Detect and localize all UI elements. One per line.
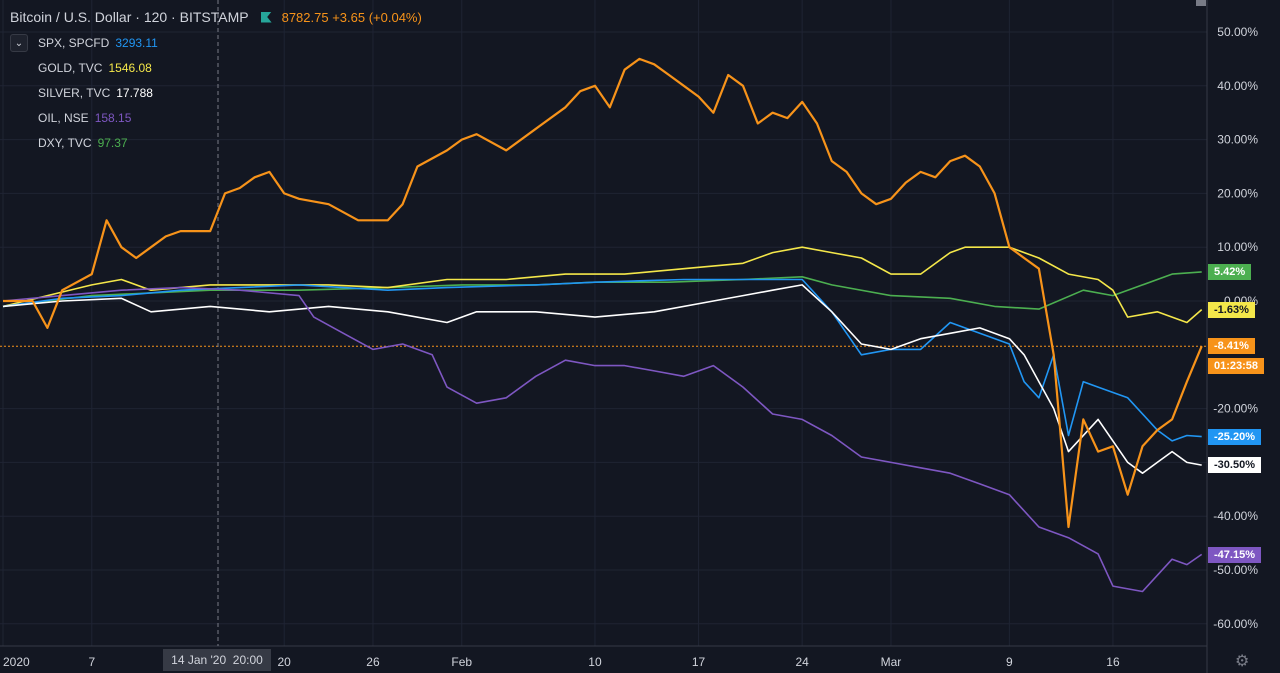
main-symbol-row[interactable]: Bitcoin / U.S. Dollar · 120 · BITSTAMP 8… [10,9,422,25]
legend-row[interactable]: SILVER, TVC 17.788 [38,86,153,100]
y-tick-label: 20.00% [1217,186,1258,200]
x-tick-label: 16 [1106,655,1120,669]
legend-row[interactable]: OIL, NSE 158.15 [38,111,131,125]
legend-value: 1546.08 [108,61,152,75]
price-badge: -1.63% [1208,301,1255,318]
x-tick-labels: 2020 7 20 26 Feb 10 17 24 Mar 9 16 [3,655,1120,669]
series-line-gold-tvc [2,246,1203,324]
legend-row[interactable]: SPX, SPCFD 3293.11 [38,36,158,50]
legend-value: 158.15 [94,111,132,125]
legend-symbol: GOLD, TVC [38,61,103,75]
flag-icon[interactable] [260,11,272,23]
y-tick-label: 50.00% [1217,25,1258,39]
crosshair-time-label-bg [163,649,271,671]
chart-series [2,57,1203,593]
crosshair-time-label: 14 Jan '20 20:00 [171,653,263,667]
x-tick-label: Feb [451,655,472,669]
collapse-legend-button[interactable]: ⌄ [10,34,28,52]
y-tick-label: -40.00% [1213,509,1258,523]
legend-value: 97.37 [97,136,128,150]
legend-row[interactable]: DXY, TVC 97.37 [38,136,128,150]
x-tick-label: 9 [1006,655,1013,669]
y-tick-label: 30.00% [1217,133,1258,147]
x-tick-label: 7 [88,655,95,669]
price-badge: -30.50% [1208,457,1261,474]
series-line-oil-nse [2,286,1203,593]
x-tick-label: 2020 [3,655,30,669]
price-badge: -47.15% [1208,546,1261,563]
x-tick-label: 17 [692,655,706,669]
main-symbol-title: Bitcoin / U.S. Dollar · 120 · BITSTAMP [10,9,249,25]
legend-symbol: DXY, TVC [38,136,92,150]
scale-mode-icon[interactable] [1196,0,1206,6]
chevron-down-icon: ⌄ [14,37,24,49]
price-badge: 01:23:58 [1208,358,1265,375]
series-line-bitcoin-u-s-dollar [3,57,1203,529]
y-tick-label: -20.00% [1213,402,1258,416]
x-tick-label: Mar [881,655,902,669]
x-tick-label: 26 [366,655,380,669]
legend-value: 3293.11 [115,36,158,50]
y-tick-label: -50.00% [1213,563,1258,577]
gear-icon[interactable]: ⚙ [1235,653,1250,670]
y-tick-label: 40.00% [1217,79,1258,93]
legend-value: 17.788 [116,86,153,100]
x-tick-label: 10 [588,655,602,669]
y-tick-label: -60.00% [1213,617,1258,631]
x-tick-label: 20 [278,655,292,669]
series-line-silver-tvc [2,284,1202,475]
series-line-spx-spcfd [2,278,1202,442]
legend-symbol: OIL, NSE [38,111,89,125]
price-badge: -25.20% [1208,428,1261,445]
y-tick-label: 10.00% [1217,240,1258,254]
chart-grid [0,0,1207,646]
x-tick-label: 24 [795,655,809,669]
legend-symbol: SILVER, TVC [38,86,111,100]
price-badge: 5.42% [1208,263,1252,280]
legend-symbol: SPX, SPCFD [38,36,110,50]
main-symbol-price: 8782.75 +3.65 (+0.04%) [281,9,422,25]
price-badge: -8.41% [1208,338,1255,355]
legend-row[interactable]: GOLD, TVC 1546.08 [38,61,152,75]
